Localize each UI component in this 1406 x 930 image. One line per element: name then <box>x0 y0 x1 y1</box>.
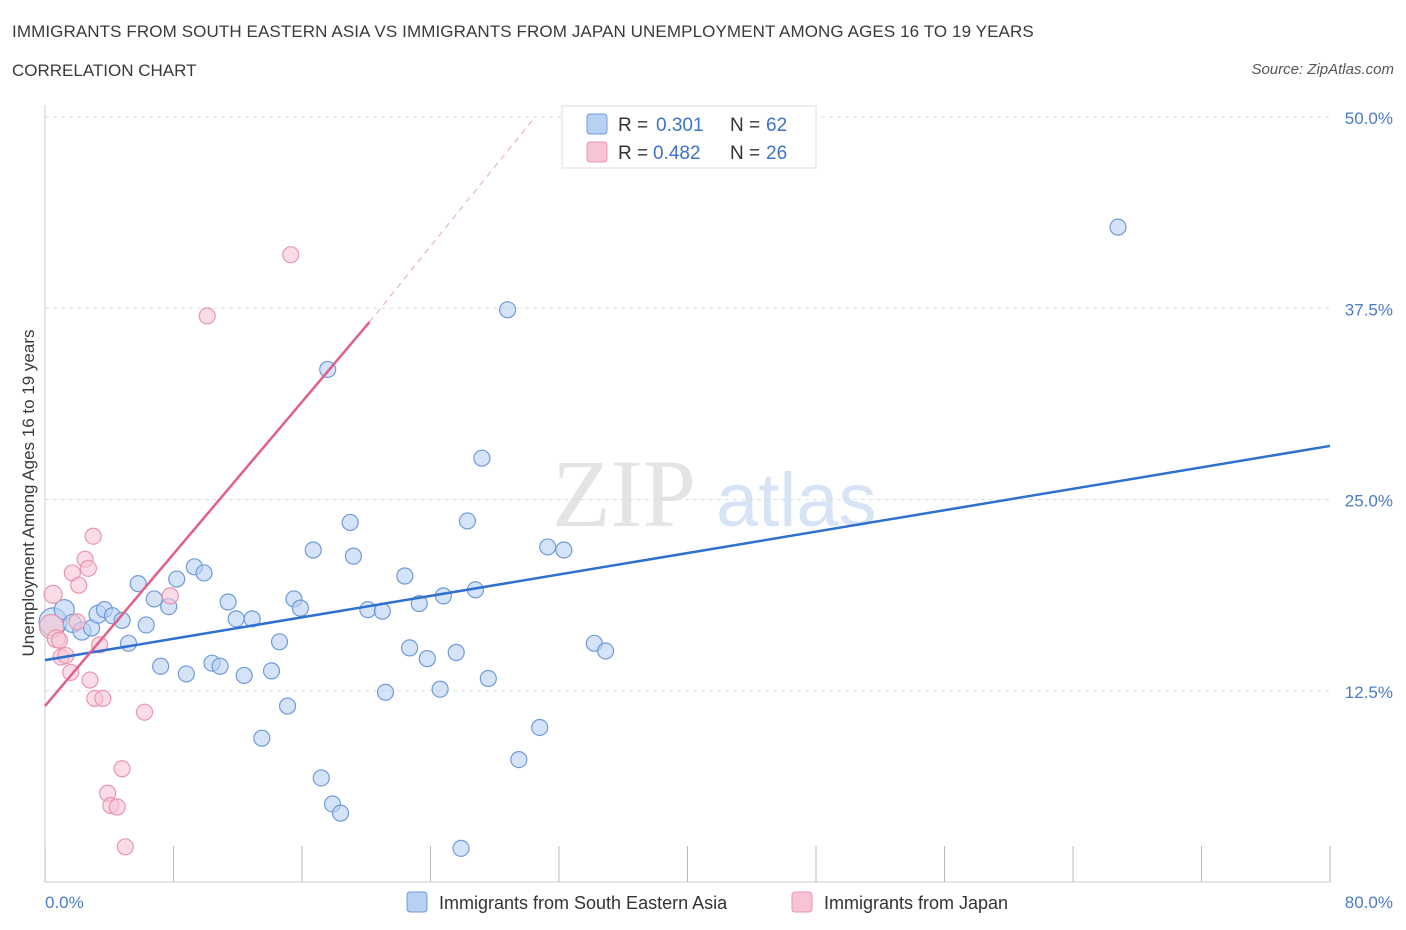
point-blue-22 <box>227 610 245 628</box>
point-blue-30 <box>291 599 309 617</box>
legend-r-value-0: 0.301 <box>656 115 704 136</box>
point-blue-21 <box>219 593 237 611</box>
point-pink-21 <box>116 838 134 856</box>
y-tick-labels: 12.5% 25.0% 37.5% 50.0% <box>1345 109 1393 702</box>
point-blue-55 <box>531 718 549 737</box>
series-legend-label-1: Immigrants from Japan <box>824 893 1008 913</box>
point-pink-11 <box>79 559 97 577</box>
series-legend-swatch-blue <box>406 891 428 913</box>
point-blue-35 <box>331 804 350 822</box>
point-blue-59 <box>596 642 615 660</box>
legend-n-value-1: 26 <box>766 143 787 164</box>
chart-title: IMMIGRANTS FROM SOUTH EASTERN ASIA VS IM… <box>12 22 1034 41</box>
point-blue-18 <box>195 564 213 582</box>
point-pink-16 <box>94 689 112 708</box>
point-pink-3 <box>50 631 69 649</box>
point-blue-51 <box>473 449 491 467</box>
point-blue-8 <box>113 611 131 629</box>
legend-r-label-1: R = <box>618 143 648 164</box>
legend-r-label-0: R = <box>618 115 648 136</box>
point-blue-54 <box>510 750 528 769</box>
point-blue-52 <box>479 669 497 688</box>
point-blue-13 <box>152 657 170 675</box>
trend-lines <box>44 116 1331 707</box>
point-blue-45 <box>431 680 449 698</box>
point-pink-13 <box>84 527 102 545</box>
point-pink-8 <box>68 613 86 631</box>
point-pink-9 <box>70 576 88 594</box>
y-tick-label-0: 12.5% <box>1345 683 1393 702</box>
legend-n-label-1: N = <box>730 143 760 164</box>
point-blue-56 <box>539 538 557 556</box>
legend-n-value-0: 62 <box>766 115 787 136</box>
legend-swatch-blue <box>586 113 608 135</box>
point-blue-25 <box>253 729 271 747</box>
point-blue-9 <box>119 634 138 652</box>
point-blue-60 <box>1109 218 1127 236</box>
point-blue-44 <box>418 650 436 668</box>
trend-line-pink <box>44 321 371 707</box>
point-blue-57 <box>555 541 573 559</box>
watermark-zip: ZIP <box>552 440 696 547</box>
point-pink-12 <box>81 671 99 689</box>
point-blue-48 <box>452 839 470 857</box>
chart-subtitle: CORRELATION CHART <box>12 61 197 80</box>
point-blue-49 <box>458 512 477 530</box>
series-legend-swatch-pink <box>791 891 813 913</box>
point-pink-23 <box>161 587 179 605</box>
point-blue-40 <box>376 683 395 701</box>
trend-extension-pink <box>368 116 536 323</box>
legend-swatch-pink <box>586 141 608 163</box>
point-pink-22 <box>135 703 154 721</box>
point-blue-41 <box>396 567 414 585</box>
x-tick-label-0: 0.0% <box>45 893 84 912</box>
y-tick-label-1: 25.0% <box>1345 492 1393 511</box>
source-label: Source: ZipAtlas.com <box>1251 61 1394 78</box>
point-blue-10 <box>129 575 147 593</box>
point-blue-28 <box>278 697 297 715</box>
point-pink-6 <box>62 663 80 681</box>
point-blue-26 <box>262 662 281 680</box>
point-blue-42 <box>401 639 419 657</box>
point-blue-38 <box>359 601 377 619</box>
point-blue-23 <box>235 666 253 685</box>
watermark: ZIP atlas <box>552 440 877 547</box>
point-blue-15 <box>168 570 186 588</box>
point-pink-19 <box>108 798 126 816</box>
point-blue-53 <box>499 301 517 319</box>
point-blue-16 <box>177 665 195 683</box>
point-blue-37 <box>344 547 362 565</box>
y-tick-label-3: 50.0% <box>1345 109 1393 128</box>
point-blue-27 <box>270 633 289 651</box>
series-legend: Immigrants from South Eastern Asia Immig… <box>406 891 1008 913</box>
x-axis-ticks <box>44 846 1331 882</box>
trend-line-blue <box>44 444 1331 662</box>
point-blue-20 <box>211 657 229 675</box>
watermark-atlas: atlas <box>716 458 877 543</box>
y-tick-label-2: 37.5% <box>1345 300 1393 319</box>
point-blue-12 <box>145 590 163 608</box>
legend-n-label-0: N = <box>730 115 760 136</box>
y-axis-label: Unemployment Among Ages 16 to 19 years <box>19 330 38 657</box>
point-pink-25 <box>282 246 300 264</box>
gridlines <box>45 116 1330 692</box>
series-japan-points <box>38 246 300 856</box>
point-blue-36 <box>341 513 359 532</box>
point-pink-1 <box>43 584 63 604</box>
x-tick-labels: 0.0% 80.0% <box>45 893 1393 912</box>
legend-r-value-1: 0.482 <box>653 143 701 164</box>
point-blue-11 <box>137 616 155 634</box>
point-blue-31 <box>304 541 322 559</box>
series-legend-label-0: Immigrants from South Eastern Asia <box>439 893 728 913</box>
point-pink-20 <box>113 760 131 778</box>
point-pink-24 <box>198 307 216 325</box>
x-tick-label-1: 80.0% <box>1345 893 1393 912</box>
stats-legend: R = 0.301 N = 62 R = 0.482 N = 26 <box>561 105 817 169</box>
point-pink-15 <box>91 636 109 654</box>
point-blue-47 <box>447 643 465 662</box>
point-blue-32 <box>312 769 330 787</box>
